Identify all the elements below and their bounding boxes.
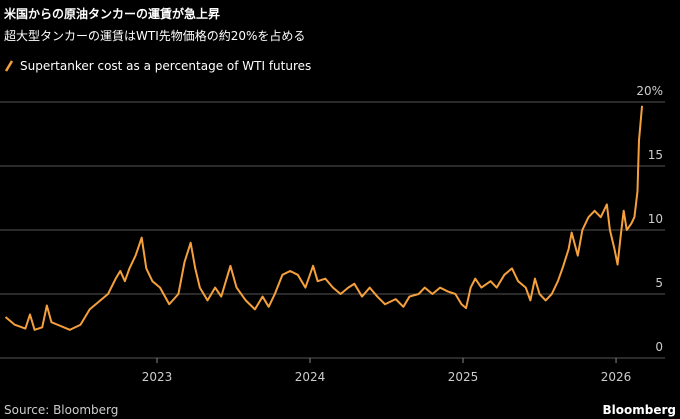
y-tick-label: 10: [648, 212, 663, 226]
y-tick-label: 0: [655, 340, 663, 354]
legend: Supertanker cost as a percentage of WTI …: [4, 59, 311, 73]
legend-swatch: [4, 60, 14, 72]
y-tick-label: 20%: [636, 84, 663, 98]
legend-label: Supertanker cost as a percentage of WTI …: [20, 59, 311, 73]
x-tick-label: 2023: [142, 370, 173, 384]
x-tick-label: 2026: [601, 370, 632, 384]
y-tick-label: 5: [655, 276, 663, 290]
y-tick-label: 15: [648, 148, 663, 162]
data-line: [4, 105, 644, 331]
x-tick-label: 2025: [448, 370, 479, 384]
brand: Bloomberg: [603, 403, 677, 417]
source: Source: Bloomberg: [4, 403, 118, 417]
x-tick-label: 2024: [295, 370, 326, 384]
chart-subtitle: 超大型タンカーの運賃はWTI先物価格の約20%を占める: [4, 28, 305, 43]
chart-title: 米国からの原油タンカーの運賃が急上昇: [4, 6, 220, 21]
